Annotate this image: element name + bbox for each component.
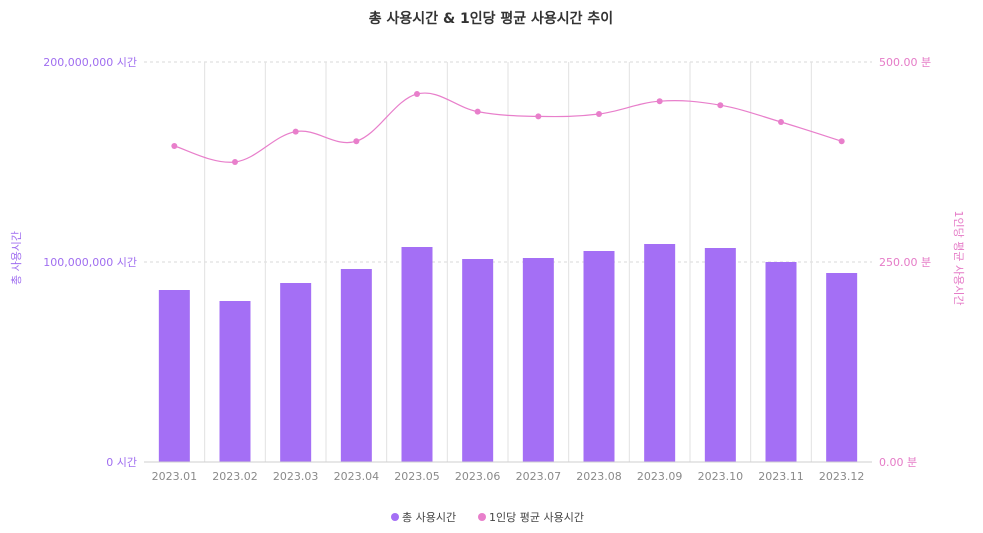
legend: 총 사용시간 1인당 평균 사용시간 bbox=[391, 511, 584, 524]
y-tick-left: 100,000,000 시간 bbox=[43, 256, 137, 269]
x-tick-label: 2023.04 bbox=[334, 470, 380, 483]
y-tick-right: 250.00 분 bbox=[879, 256, 931, 269]
bar-2023.11[interactable] bbox=[765, 262, 797, 462]
bar-2023.01[interactable] bbox=[158, 290, 190, 462]
bar-2023.02[interactable] bbox=[219, 301, 251, 462]
bar-2023.06[interactable] bbox=[462, 259, 494, 462]
bar-2023.03[interactable] bbox=[280, 283, 312, 462]
x-tick-label: 2023.09 bbox=[637, 470, 683, 483]
legend-item-total[interactable]: 총 사용시간 bbox=[391, 511, 456, 524]
line-point-2023.12[interactable] bbox=[838, 138, 845, 145]
line-point-2023.03[interactable] bbox=[292, 128, 299, 135]
x-tick-label: 2023.03 bbox=[273, 470, 319, 483]
x-tick-label: 2023.05 bbox=[394, 470, 440, 483]
legend-marker-average bbox=[478, 513, 486, 521]
y-axis-right-title: 1인당 평균 사용시간 bbox=[952, 211, 965, 306]
legend-marker-total bbox=[391, 513, 399, 521]
line-point-2023.07[interactable] bbox=[535, 113, 542, 120]
x-tick-label: 2023.10 bbox=[698, 470, 744, 483]
legend-label-average: 1인당 평균 사용시간 bbox=[489, 511, 584, 524]
legend-label-total: 총 사용시간 bbox=[402, 511, 456, 524]
y-tick-left: 200,000,000 시간 bbox=[43, 56, 137, 69]
line-series-layer bbox=[171, 91, 845, 165]
bar-2023.05[interactable] bbox=[401, 247, 433, 462]
x-tick-label: 2023.01 bbox=[152, 470, 198, 483]
y-tick-right: 0.00 분 bbox=[879, 456, 917, 469]
line-point-2023.02[interactable] bbox=[232, 159, 238, 165]
x-tick-label: 2023.11 bbox=[758, 470, 804, 483]
line-point-2023.01[interactable] bbox=[171, 143, 178, 149]
x-tick-label: 2023.07 bbox=[516, 470, 562, 483]
bar-2023.12[interactable] bbox=[826, 273, 858, 462]
legend-item-average[interactable]: 1인당 평균 사용시간 bbox=[478, 511, 584, 524]
axis-layer: 0 시간 100,000,000 시간 200,000,000 시간 0.00 분 25… bbox=[43, 56, 931, 483]
line-point-2023.05[interactable] bbox=[414, 91, 420, 97]
line-point-2023.10[interactable] bbox=[717, 102, 724, 109]
line-point-2023.09[interactable] bbox=[656, 98, 663, 105]
y-axis-left-title: 총 사용시간 bbox=[10, 231, 23, 285]
x-tick-label: 2023.08 bbox=[576, 470, 622, 483]
grid-layer bbox=[144, 61, 872, 463]
line-point-2023.04[interactable] bbox=[353, 138, 360, 145]
line-point-2023.08[interactable] bbox=[596, 111, 602, 117]
y-tick-left: 0 시간 bbox=[106, 456, 137, 469]
bar-series-layer bbox=[158, 244, 858, 462]
bar-2023.07[interactable] bbox=[522, 258, 554, 462]
bar-2023.08[interactable] bbox=[583, 251, 615, 462]
y-tick-right: 500.00 분 bbox=[879, 56, 931, 69]
line-point-2023.06[interactable] bbox=[474, 108, 481, 115]
line-point-2023.11[interactable] bbox=[778, 119, 784, 125]
x-tick-label: 2023.12 bbox=[819, 470, 865, 483]
bar-2023.04[interactable] bbox=[340, 269, 372, 462]
chart-title: 총 사용시간 & 1인당 평균 사용시간 추이 bbox=[369, 10, 613, 27]
bar-2023.09[interactable] bbox=[644, 244, 676, 462]
x-tick-label: 2023.02 bbox=[212, 470, 258, 483]
bar-2023.10[interactable] bbox=[704, 248, 736, 462]
x-tick-label: 2023.06 bbox=[455, 470, 501, 483]
